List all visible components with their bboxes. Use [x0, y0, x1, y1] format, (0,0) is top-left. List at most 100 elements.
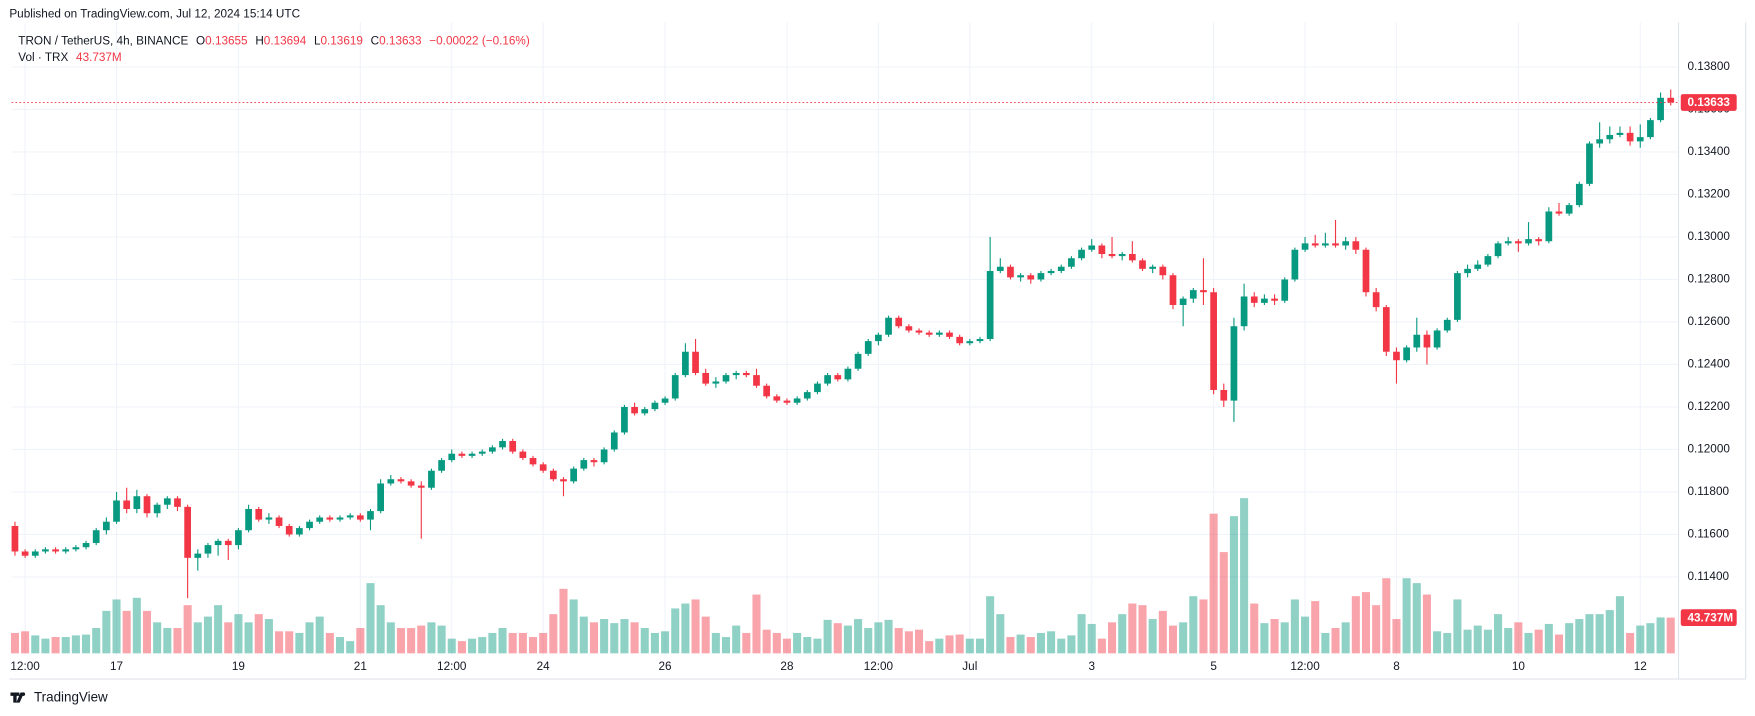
candle-body: [458, 453, 466, 456]
volume-bar: [996, 614, 1005, 654]
candle-body: [1078, 249, 1085, 259]
last-price-label: 0.13633: [1687, 96, 1730, 109]
volume-bar: [1047, 631, 1056, 654]
candle-body: [42, 549, 49, 552]
candle-body: [1575, 183, 1583, 206]
candle-body: [1027, 275, 1035, 280]
volume-bar: [1595, 614, 1604, 654]
x-tick-label: 3: [1088, 660, 1095, 673]
candle-body: [1352, 241, 1360, 250]
volume-bar: [711, 632, 720, 654]
candle-body: [367, 511, 374, 520]
candle-body: [814, 383, 821, 393]
volume-bar: [1615, 596, 1624, 654]
candle-body: [509, 440, 517, 452]
axes: [9, 22, 1747, 680]
candle-body: [478, 451, 486, 454]
candle-body: [824, 375, 831, 384]
volume-bar: [793, 632, 802, 654]
candle-body: [1068, 258, 1075, 267]
candle-body: [417, 485, 425, 488]
volume-bar: [965, 638, 974, 654]
candle-body: [895, 317, 903, 327]
volume-bar: [1554, 634, 1564, 654]
price-pane: [11, 89, 1679, 599]
candle-body: [468, 453, 476, 456]
y-tick-label: 0.11800: [1687, 485, 1729, 498]
volume-bar: [935, 638, 944, 654]
volume-bar: [1473, 625, 1482, 654]
x-tick-label: 26: [659, 660, 673, 673]
volume-bar: [661, 631, 670, 654]
candle-body: [1647, 120, 1654, 138]
candle-body: [803, 392, 811, 399]
volume-bar: [193, 622, 202, 654]
candle-body: [306, 521, 313, 529]
candle-body: [184, 506, 191, 558]
volume-bar: [1077, 614, 1086, 654]
y-tick-label: 0.11400: [1687, 570, 1729, 583]
candle-body: [1525, 239, 1532, 244]
volume-bar: [986, 596, 995, 654]
volume-bar: [1666, 617, 1675, 654]
volume-bar: [396, 628, 405, 654]
volume-bar: [1006, 637, 1015, 654]
volume-bar: [214, 605, 223, 654]
volume-bar: [498, 628, 507, 654]
candle-body: [1565, 205, 1573, 214]
volume-bar: [955, 634, 964, 654]
volume-bar: [874, 622, 883, 654]
candle-body: [153, 504, 161, 514]
candle-body: [1220, 389, 1228, 401]
volume-bar: [1392, 619, 1401, 654]
volume-bar: [366, 583, 375, 654]
volume-bar: [376, 605, 385, 654]
volume-bar: [640, 628, 649, 654]
volume-bar: [508, 632, 517, 654]
volume-bar: [742, 632, 751, 654]
volume-bar: [71, 635, 80, 654]
candle-body: [1443, 319, 1451, 331]
volume-bar: [518, 632, 527, 654]
candle-body: [600, 449, 608, 463]
x-tick-label: 28: [780, 660, 794, 673]
candle-body: [1250, 296, 1258, 303]
y-tick-label: 0.13000: [1687, 230, 1730, 243]
volume-bar: [61, 637, 70, 654]
candle-body: [1667, 97, 1675, 103]
volume-bar: [1158, 610, 1167, 654]
ohlc-label: H: [255, 34, 263, 47]
volume-bar: [163, 628, 172, 654]
volume-bar: [1524, 632, 1533, 654]
candle-body: [1047, 270, 1055, 274]
volume-bar: [1219, 552, 1228, 654]
volume-bar: [904, 631, 913, 654]
ohlc-value: 0.13694: [264, 34, 307, 47]
candle-body: [1423, 334, 1431, 348]
volume-bar: [102, 610, 111, 654]
candle-body: [1413, 334, 1421, 348]
y-tick-label: 0.12000: [1687, 443, 1730, 456]
volume-bar: [1422, 594, 1431, 654]
candle-body: [986, 270, 994, 339]
volume-bar: [1656, 617, 1665, 654]
volume-bar: [427, 622, 436, 654]
y-tick-label: 0.13200: [1687, 188, 1730, 201]
x-tick-label: 24: [537, 660, 551, 673]
candle-body: [438, 460, 445, 471]
candle-body: [905, 326, 913, 331]
candle-body: [793, 398, 801, 403]
logo-dot: [21, 692, 26, 696]
volume-bar: [142, 610, 152, 654]
ohlc-value: 0.13619: [321, 34, 363, 47]
candle-body: [742, 372, 750, 376]
volume-bar: [701, 616, 710, 654]
candle-body: [590, 460, 598, 463]
volume-bar: [1646, 623, 1655, 654]
candle-body: [1311, 243, 1319, 246]
volume-bar: [1311, 601, 1320, 654]
candle-body: [844, 368, 852, 380]
candle-body: [1322, 243, 1329, 246]
volume-bar: [346, 641, 355, 654]
volume-bar: [1585, 614, 1594, 654]
